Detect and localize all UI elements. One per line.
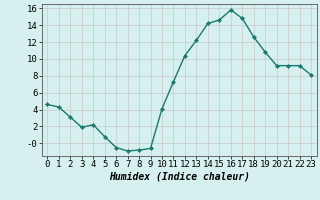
X-axis label: Humidex (Indice chaleur): Humidex (Indice chaleur) [109, 172, 250, 182]
